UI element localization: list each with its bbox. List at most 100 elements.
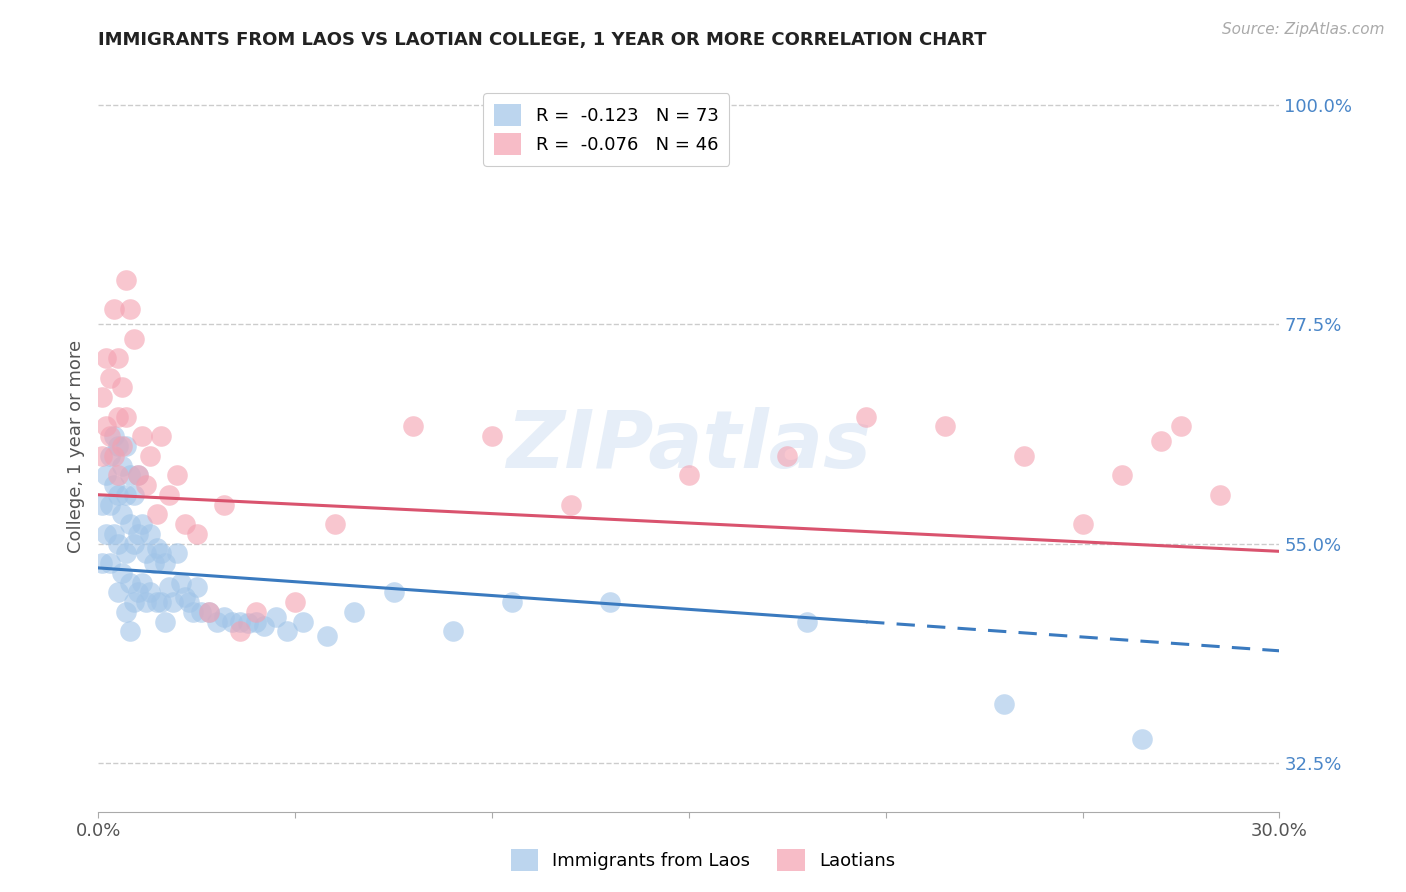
Point: [107, 488, 129, 502]
Point: [98, 498, 121, 512]
Point: [118, 624, 141, 639]
Point: [91, 449, 114, 463]
Point: [91, 498, 114, 512]
Point: [162, 595, 184, 609]
Point: [150, 429, 173, 443]
Point: [135, 595, 157, 609]
Point: [1209, 488, 1232, 502]
Point: [236, 616, 259, 631]
Point: [157, 581, 180, 595]
Point: [98, 556, 121, 570]
Point: [855, 409, 877, 424]
Text: ZIPatlas: ZIPatlas: [506, 407, 872, 485]
Point: [122, 595, 145, 609]
Point: [174, 516, 197, 531]
Point: [103, 429, 125, 443]
Point: [181, 605, 204, 619]
Point: [111, 439, 134, 453]
Point: [678, 468, 700, 483]
Legend: Immigrants from Laos, Laotians: Immigrants from Laos, Laotians: [503, 842, 903, 879]
Point: [186, 526, 208, 541]
Point: [107, 536, 129, 550]
Point: [253, 619, 276, 633]
Point: [111, 566, 134, 580]
Point: [276, 624, 298, 639]
Point: [1130, 731, 1153, 746]
Point: [501, 595, 523, 609]
Point: [122, 488, 145, 502]
Point: [190, 605, 212, 619]
Point: [146, 508, 169, 522]
Text: Source: ZipAtlas.com: Source: ZipAtlas.com: [1222, 22, 1385, 37]
Point: [166, 468, 188, 483]
Point: [292, 615, 315, 629]
Point: [131, 575, 153, 590]
Point: [103, 449, 125, 463]
Point: [284, 595, 307, 609]
Point: [115, 439, 138, 453]
Point: [96, 468, 118, 483]
Point: [229, 624, 252, 639]
Point: [115, 409, 138, 424]
Point: [103, 478, 125, 492]
Point: [127, 585, 149, 599]
Point: [197, 605, 219, 619]
Point: [264, 609, 287, 624]
Point: [91, 556, 114, 570]
Point: [135, 478, 157, 492]
Point: [599, 595, 621, 609]
Point: [115, 546, 138, 560]
Point: [107, 409, 129, 424]
Point: [115, 273, 138, 287]
Point: [107, 585, 129, 599]
Point: [214, 609, 236, 624]
Point: [98, 449, 121, 463]
Point: [103, 526, 125, 541]
Point: [146, 541, 169, 556]
Point: [103, 302, 125, 317]
Point: [127, 468, 149, 483]
Point: [155, 556, 177, 570]
Point: [115, 488, 138, 502]
Point: [205, 615, 228, 629]
Legend: R =  -0.123   N = 73, R =  -0.076   N = 46: R = -0.123 N = 73, R = -0.076 N = 46: [484, 93, 730, 166]
Point: [111, 508, 134, 522]
Point: [127, 468, 149, 483]
Point: [402, 419, 425, 434]
Point: [315, 629, 337, 643]
Point: [131, 516, 153, 531]
Point: [118, 468, 141, 483]
Point: [221, 615, 243, 629]
Point: [98, 429, 121, 443]
Point: [138, 526, 160, 541]
Point: [166, 546, 188, 560]
Point: [96, 351, 118, 366]
Point: [229, 615, 252, 629]
Point: [796, 615, 818, 629]
Point: [382, 585, 405, 599]
Point: [111, 458, 134, 473]
Point: [150, 595, 173, 609]
Point: [135, 546, 157, 560]
Point: [118, 302, 141, 317]
Point: [481, 429, 503, 443]
Point: [138, 585, 160, 599]
Point: [177, 595, 200, 609]
Point: [323, 516, 346, 531]
Point: [122, 536, 145, 550]
Point: [197, 605, 219, 619]
Point: [1071, 516, 1094, 531]
Point: [245, 605, 267, 619]
Point: [245, 615, 267, 629]
Point: [96, 526, 118, 541]
Point: [142, 556, 165, 570]
Point: [115, 605, 138, 619]
Point: [560, 498, 582, 512]
Point: [107, 351, 129, 366]
Point: [1012, 449, 1035, 463]
Point: [96, 419, 118, 434]
Point: [107, 468, 129, 483]
Point: [186, 581, 208, 595]
Point: [111, 380, 134, 394]
Point: [155, 615, 177, 629]
